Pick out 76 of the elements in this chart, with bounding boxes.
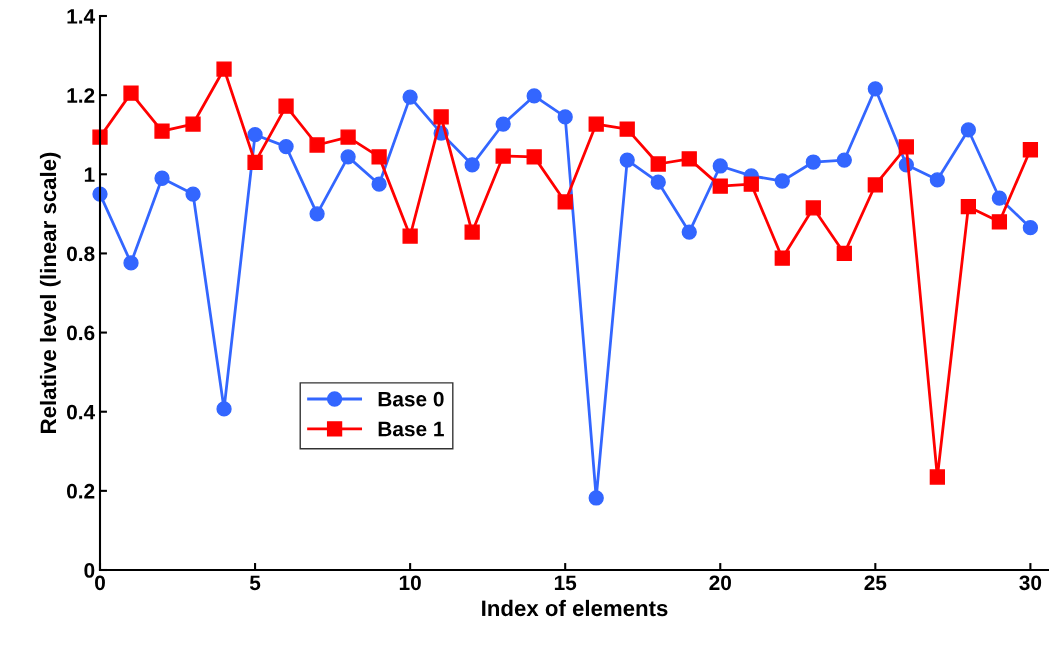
point <box>774 250 790 266</box>
point <box>371 149 387 165</box>
point <box>464 157 480 173</box>
x-tick-label: 5 <box>249 575 261 591</box>
point <box>123 85 139 101</box>
point <box>247 127 263 143</box>
point <box>526 149 542 165</box>
point <box>278 98 294 114</box>
point <box>681 224 697 240</box>
point <box>495 116 511 132</box>
point <box>867 81 883 97</box>
point <box>619 152 635 168</box>
x-tick-label: 15 <box>554 575 577 591</box>
point <box>836 152 852 168</box>
y-tick-label: 1.2 <box>67 88 95 103</box>
x-tick-label: 10 <box>399 575 421 591</box>
point <box>557 194 573 210</box>
y-tick-label: 1.4 <box>67 9 96 24</box>
point <box>929 469 945 485</box>
point <box>123 255 139 271</box>
point <box>185 186 201 202</box>
point <box>588 490 604 506</box>
point <box>371 176 387 192</box>
point <box>433 109 449 125</box>
point <box>247 154 263 171</box>
point <box>960 199 977 215</box>
point <box>650 156 666 172</box>
y-tick-label: 0.8 <box>67 246 95 262</box>
point <box>216 61 232 77</box>
point <box>929 172 945 188</box>
point <box>960 122 977 138</box>
point <box>402 228 418 244</box>
point <box>92 129 108 145</box>
point <box>340 129 356 145</box>
point <box>464 224 480 240</box>
point <box>1022 142 1039 158</box>
point <box>216 401 232 417</box>
point <box>557 109 573 125</box>
x-tick-label: 25 <box>864 575 887 591</box>
y-tick-label: 0.2 <box>67 483 95 499</box>
y-tick-label: 0.6 <box>67 325 95 341</box>
point <box>805 154 821 170</box>
y-tick-label: 0.4 <box>67 404 96 420</box>
y-tick-label: 1 <box>84 167 95 182</box>
y-tick-label: 0 <box>84 563 95 578</box>
point <box>805 200 821 216</box>
point <box>650 174 666 190</box>
x-tick-label: 30 <box>1019 575 1042 591</box>
point <box>154 123 170 139</box>
point <box>154 170 170 186</box>
point <box>991 214 1008 230</box>
point <box>991 190 1008 206</box>
point <box>526 88 542 104</box>
point <box>836 245 852 262</box>
point <box>867 177 883 193</box>
legend-label: Base 0 <box>378 391 444 407</box>
point <box>278 138 294 155</box>
point <box>712 158 728 174</box>
point <box>588 116 604 132</box>
point <box>898 139 914 155</box>
point <box>1022 220 1039 236</box>
point <box>743 176 759 192</box>
point <box>495 148 511 164</box>
y-axis-title: Relative level (linear scale) <box>39 152 61 433</box>
legend-label: Base 1 <box>378 421 444 437</box>
point <box>774 173 790 189</box>
point <box>619 121 635 137</box>
point <box>309 206 325 222</box>
point <box>712 178 728 194</box>
point <box>340 149 356 165</box>
point <box>185 116 201 132</box>
point <box>681 151 697 167</box>
point <box>402 89 418 105</box>
x-axis-title: Index of elements <box>482 599 668 617</box>
point <box>309 137 325 153</box>
x-tick-label: 20 <box>709 575 731 591</box>
